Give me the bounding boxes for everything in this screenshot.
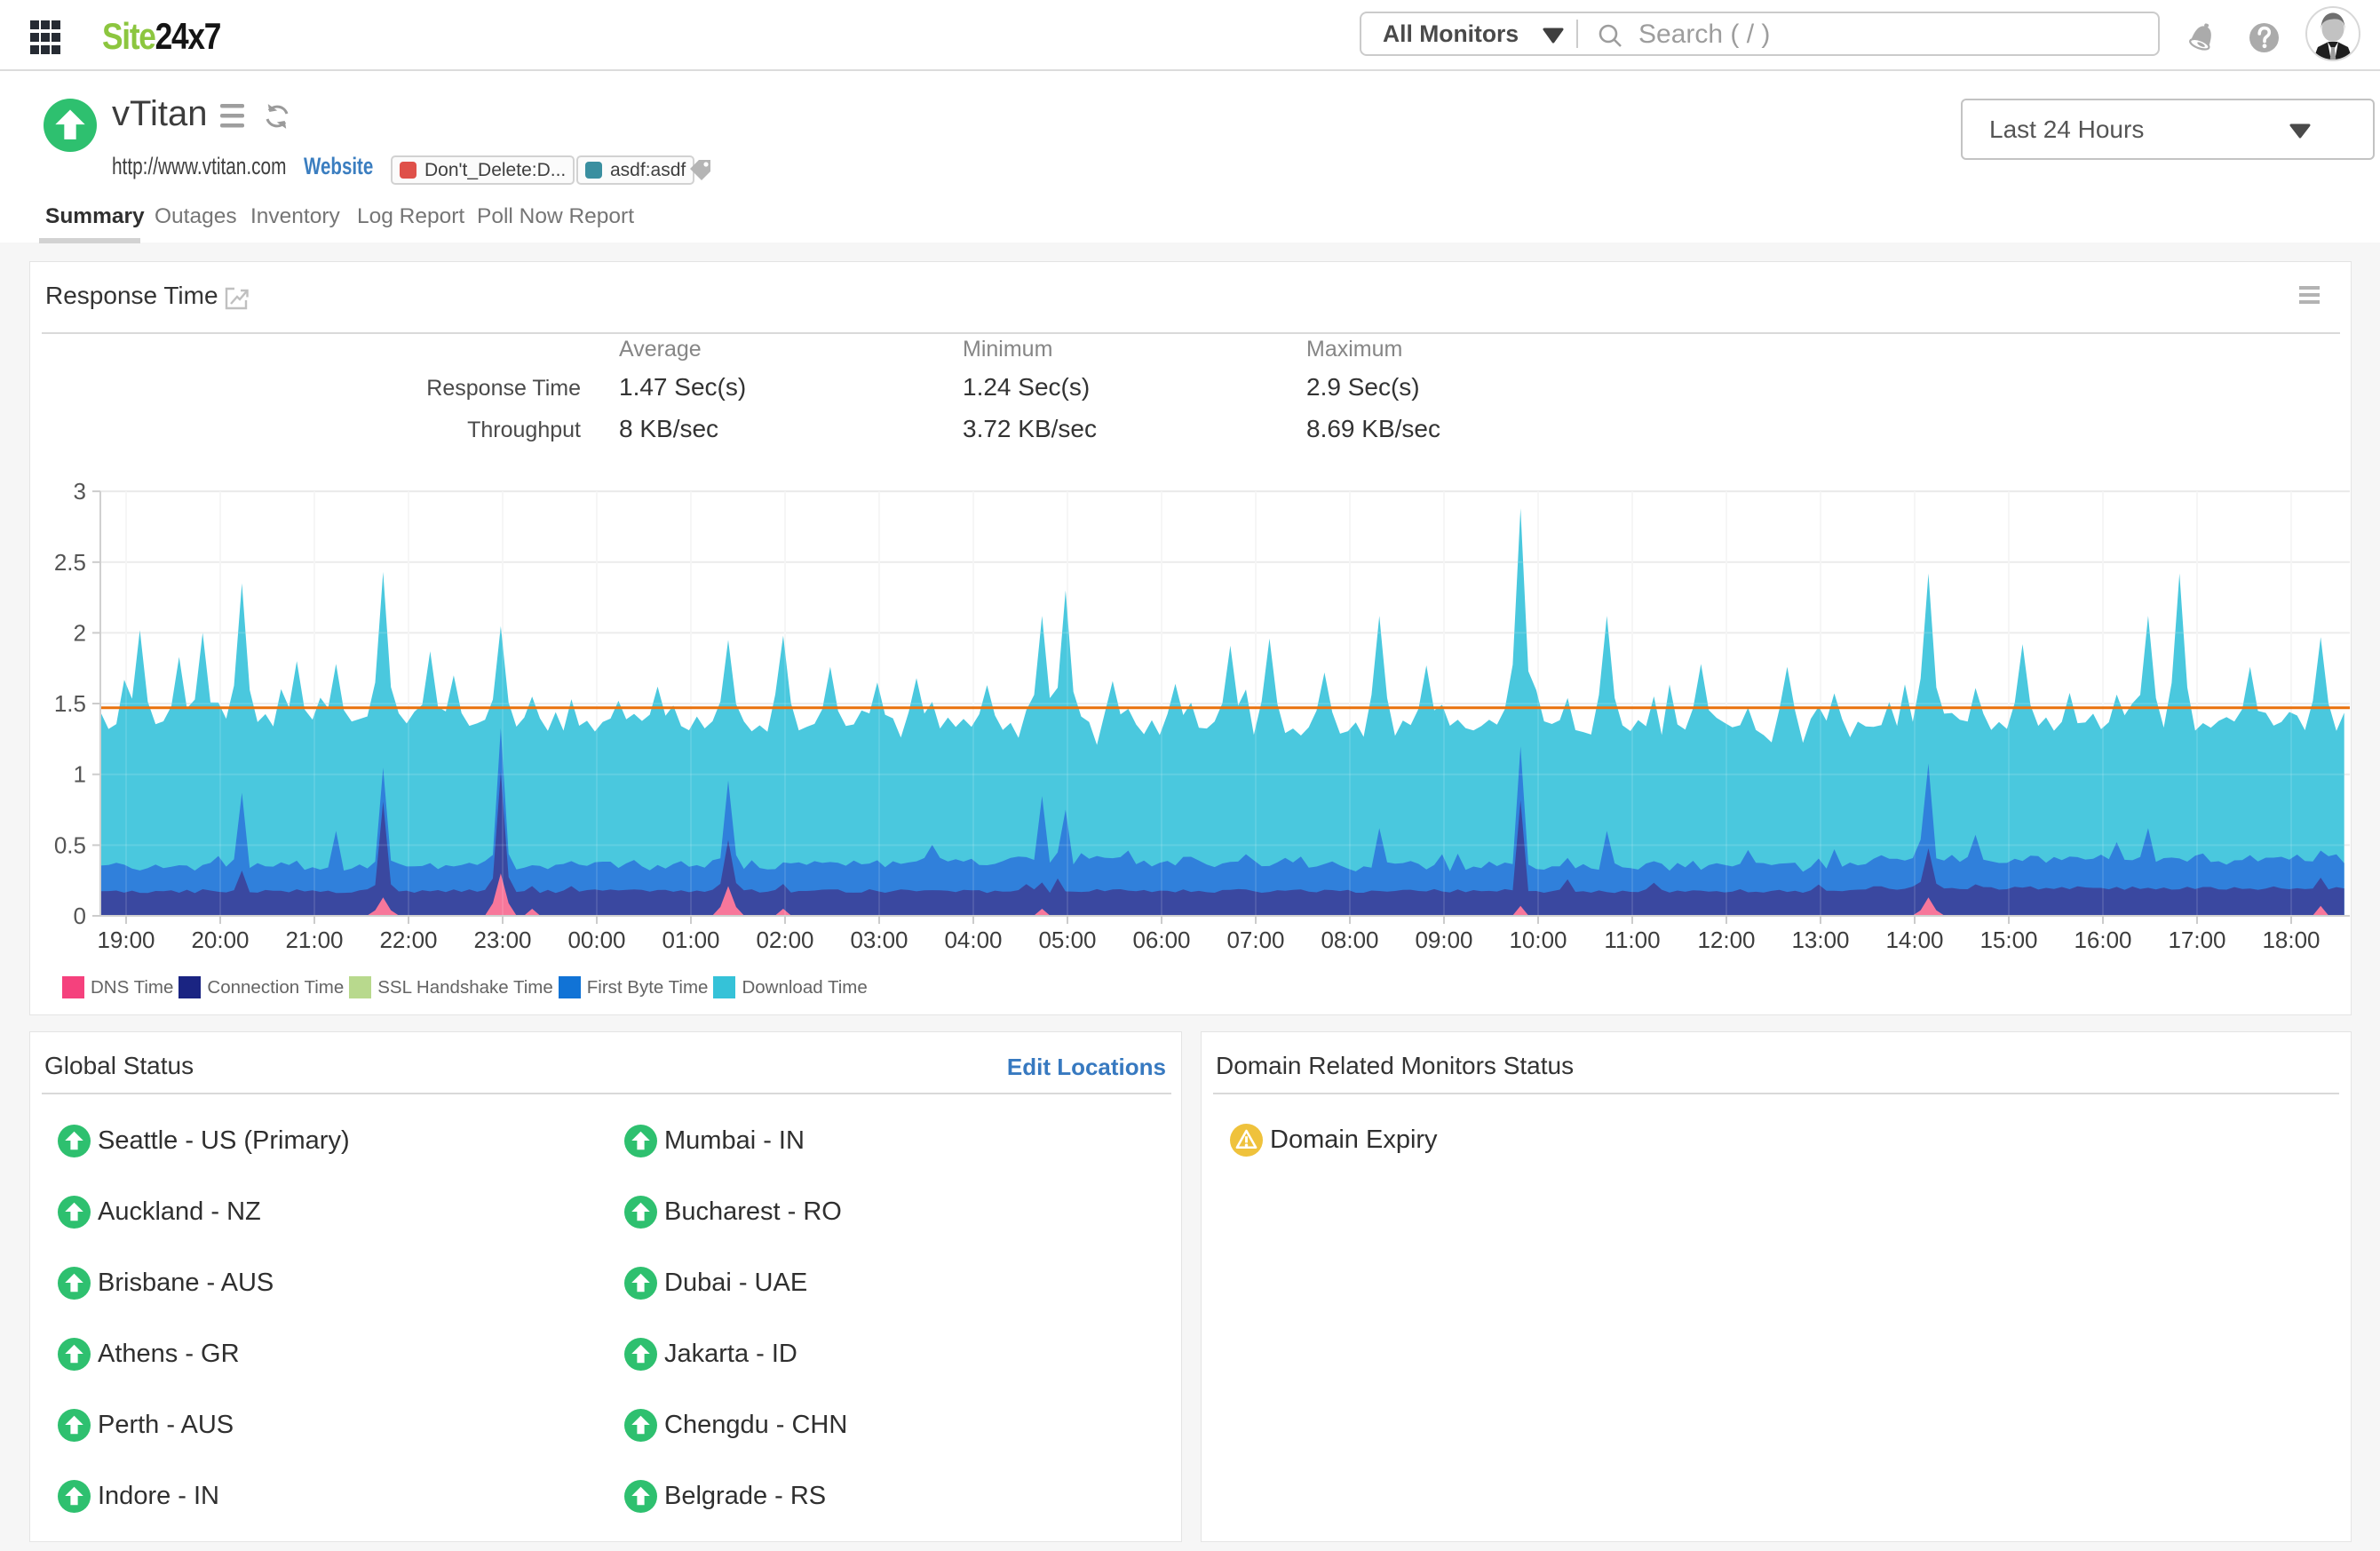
svg-text:09:00: 09:00 [1415,927,1472,953]
svg-text:1.5: 1.5 [54,690,86,717]
svg-text:04:00: 04:00 [944,927,1002,953]
svg-text:01:00: 01:00 [662,927,719,953]
svg-text:1: 1 [74,761,86,788]
svg-text:08:00: 08:00 [1321,927,1378,953]
svg-text:0.5: 0.5 [54,831,86,858]
svg-text:2.5: 2.5 [54,549,86,576]
svg-text:02:00: 02:00 [756,927,813,953]
svg-text:21:00: 21:00 [285,927,343,953]
svg-text:06:00: 06:00 [1132,927,1190,953]
svg-text:00:00: 00:00 [567,927,625,953]
svg-text:12:00: 12:00 [1697,927,1755,953]
svg-text:18:00: 18:00 [2262,927,2320,953]
svg-text:14:00: 14:00 [1885,927,1943,953]
svg-text:03:00: 03:00 [850,927,908,953]
svg-text:19:00: 19:00 [97,927,155,953]
svg-text:22:00: 22:00 [379,927,437,953]
svg-text:16:00: 16:00 [2074,927,2131,953]
svg-text:0: 0 [74,903,86,929]
svg-text:3: 3 [74,478,86,505]
svg-text:10:00: 10:00 [1509,927,1567,953]
svg-text:11:00: 11:00 [1604,927,1660,953]
svg-text:2: 2 [74,619,86,646]
svg-text:07:00: 07:00 [1226,927,1284,953]
svg-text:20:00: 20:00 [191,927,249,953]
svg-text:23:00: 23:00 [473,927,531,953]
svg-text:13:00: 13:00 [1791,927,1849,953]
svg-text:05:00: 05:00 [1038,927,1096,953]
svg-text:17:00: 17:00 [2168,927,2225,953]
svg-text:15:00: 15:00 [1979,927,2037,953]
